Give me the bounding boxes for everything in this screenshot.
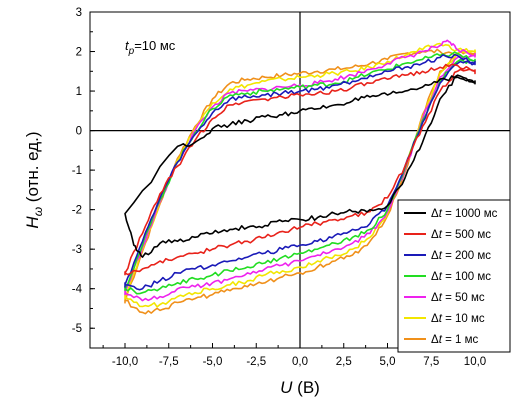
series-line (124, 53, 476, 291)
series-line (124, 63, 476, 276)
x-tick-label: 2,5 (336, 356, 352, 368)
y-axis-sub: ω (31, 207, 45, 216)
x-tick-label: -2,5 (246, 356, 266, 368)
legend-entry: Δt = 500 мс (431, 229, 491, 241)
x-tick-label: -10,0 (112, 356, 138, 368)
series-line (124, 42, 476, 308)
x-tick-label: -5,0 (203, 356, 223, 368)
y-tick-label: 2 (76, 47, 82, 59)
zero-lines (90, 12, 510, 348)
legend: Δt = 1000 мс Δt = 500 мс Δt = 200 мс Δt = 1… (397, 199, 511, 353)
y-tick-label: -2 (72, 205, 82, 217)
x-tick-label: 5,0 (380, 356, 396, 368)
y-tick-label: -1 (72, 165, 82, 177)
x-tick-label: 7,5 (423, 356, 439, 368)
y-tick-label: -4 (72, 284, 83, 296)
x-axis-unit: (В) (292, 378, 319, 397)
y-tick-label: 0 (76, 126, 82, 138)
y-axis-unit: (отн. ед.) (23, 131, 42, 206)
legend-entry: Δt = 10 мс (431, 313, 485, 325)
axis-ticks: -10,0 -7,5 -5,0 -2,5 0,0 2,5 5,0 7,5 10,0 -5 -4 -3 -… (72, 7, 498, 368)
y-tick-label: -5 (72, 323, 82, 335)
x-tick-label: 0,0 (292, 356, 308, 368)
pulse-duration-annotation: tp=10 мс (125, 38, 176, 57)
x-axis-var: U (280, 378, 293, 397)
y-axis-label: Hω (отн. ед.) (23, 131, 45, 228)
y-axis-var: H (23, 216, 42, 229)
x-axis-label: U (В) (280, 378, 320, 397)
series-line (124, 39, 476, 302)
y-tick-label: 1 (76, 86, 82, 98)
series-lines (124, 39, 476, 315)
legend-entry: Δt = 1000 мс (431, 208, 498, 220)
y-tick-label: 3 (76, 7, 82, 19)
x-tick-label: -7,5 (159, 356, 179, 368)
series-line (124, 74, 476, 258)
legend-entry: Δt = 100 мс (431, 271, 491, 283)
legend-entry: Δt = 1 мс (431, 334, 478, 346)
annotation-rest: =10 мс (134, 38, 176, 53)
x-tick-label: 10,0 (464, 356, 486, 368)
annotation-sub: p (128, 46, 135, 57)
legend-entry: Δt = 50 мс (431, 292, 485, 304)
legend-entry: Δt = 200 мс (431, 250, 491, 262)
annotation-var: t (125, 38, 130, 53)
y-tick-label: -3 (72, 244, 82, 256)
